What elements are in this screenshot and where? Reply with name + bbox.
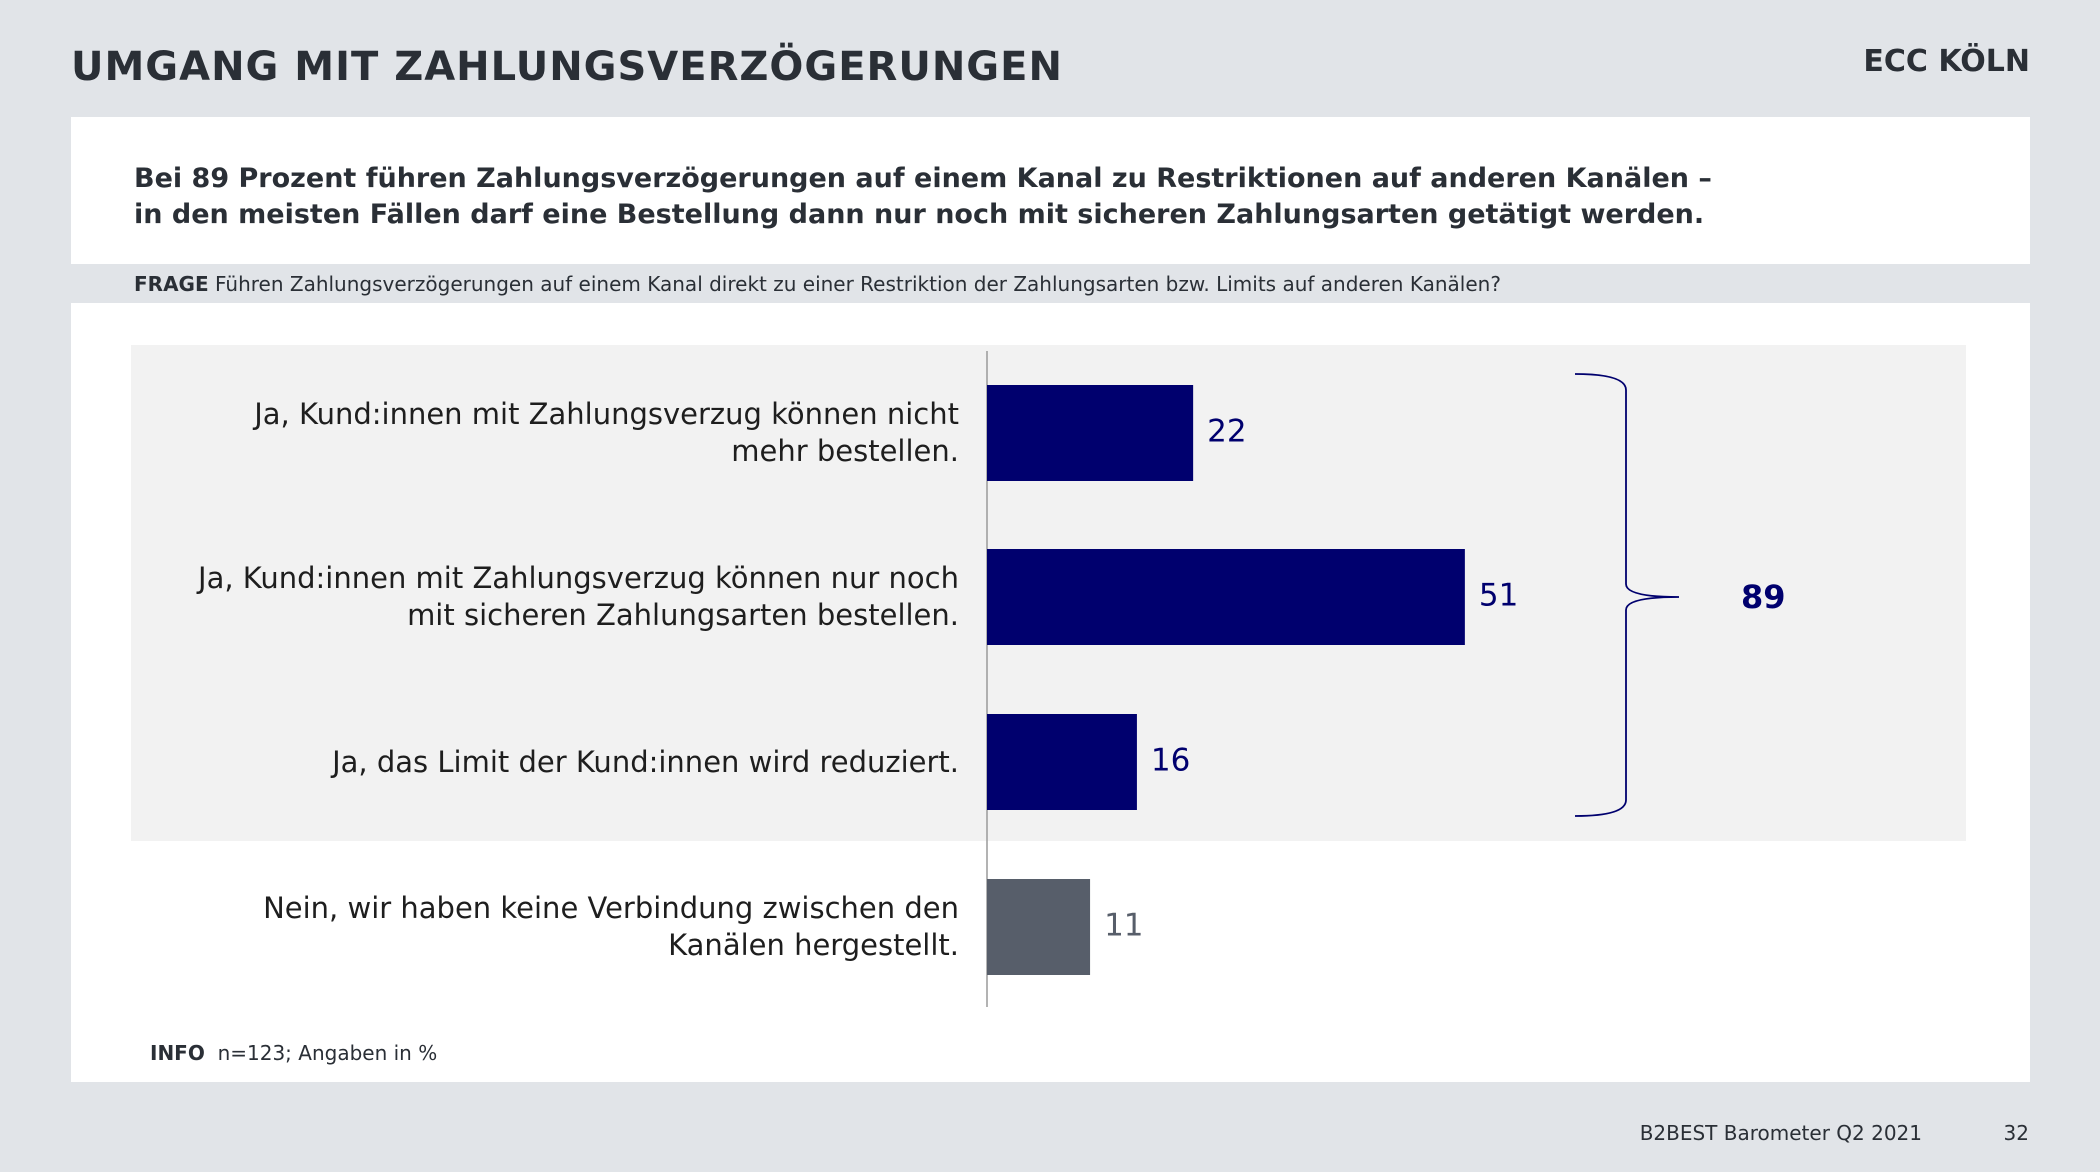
category-label: Ja, Kund:innen mit Zahlungsverzug können…: [254, 396, 959, 470]
bar: [987, 879, 1091, 975]
value-label: 22: [1207, 414, 1246, 450]
value-label: 51: [1479, 578, 1518, 614]
question: FRAGE Führen Zahlungsverzögerungen auf e…: [134, 272, 1501, 296]
page-number: 32: [2003, 1121, 2029, 1145]
value-label: 11: [1104, 908, 1143, 944]
question-text: Führen Zahlungsverzögerungen auf einem K…: [214, 272, 1501, 296]
bar: [987, 714, 1137, 810]
slide-title: UMGANG MIT ZAHLUNGSVERZÖGERUNGEN: [71, 44, 1063, 90]
category-line: Kanälen hergestellt.: [668, 928, 959, 962]
bracket: [1574, 373, 1680, 817]
logo: ECC KÖLN: [1863, 44, 2030, 79]
info-label: INFO: [150, 1041, 205, 1065]
subtitle-line: in den meisten Fällen darf eine Bestellu…: [134, 199, 1705, 230]
subtitle-box: Bei 89 Prozent führen Zahlungsverzögerun…: [71, 117, 2030, 264]
value-label: 16: [1151, 743, 1190, 779]
category-label: Ja, Kund:innen mit Zahlungsverzug können…: [198, 560, 959, 634]
total-label: 89: [1741, 578, 1786, 616]
bar: [987, 549, 1465, 645]
category-label: Ja, das Limit der Kund:innen wird reduzi…: [332, 744, 959, 781]
question-label: FRAGE: [134, 272, 209, 296]
category-line: Ja, Kund:innen mit Zahlungsverzug können…: [198, 561, 959, 595]
category-label: Nein, wir haben keine Verbindung zwische…: [263, 890, 959, 964]
info: INFO n=123; Angaben in %: [150, 1041, 437, 1065]
category-line: mehr bestellen.: [731, 434, 959, 468]
category-line: mit sicheren Zahlungsarten bestellen.: [407, 598, 959, 632]
bar: [987, 385, 1194, 481]
category-line: Ja, das Limit der Kund:innen wird reduzi…: [332, 744, 959, 779]
category-line: Ja, Kund:innen mit Zahlungsverzug können…: [254, 397, 959, 431]
category-line: Nein, wir haben keine Verbindung zwische…: [263, 891, 959, 925]
footer: B2BEST Barometer Q2 2021: [1639, 1121, 1922, 1145]
info-text: n=123; Angaben in %: [217, 1041, 438, 1065]
subtitle-line: Bei 89 Prozent führen Zahlungsverzögerun…: [134, 163, 1712, 194]
